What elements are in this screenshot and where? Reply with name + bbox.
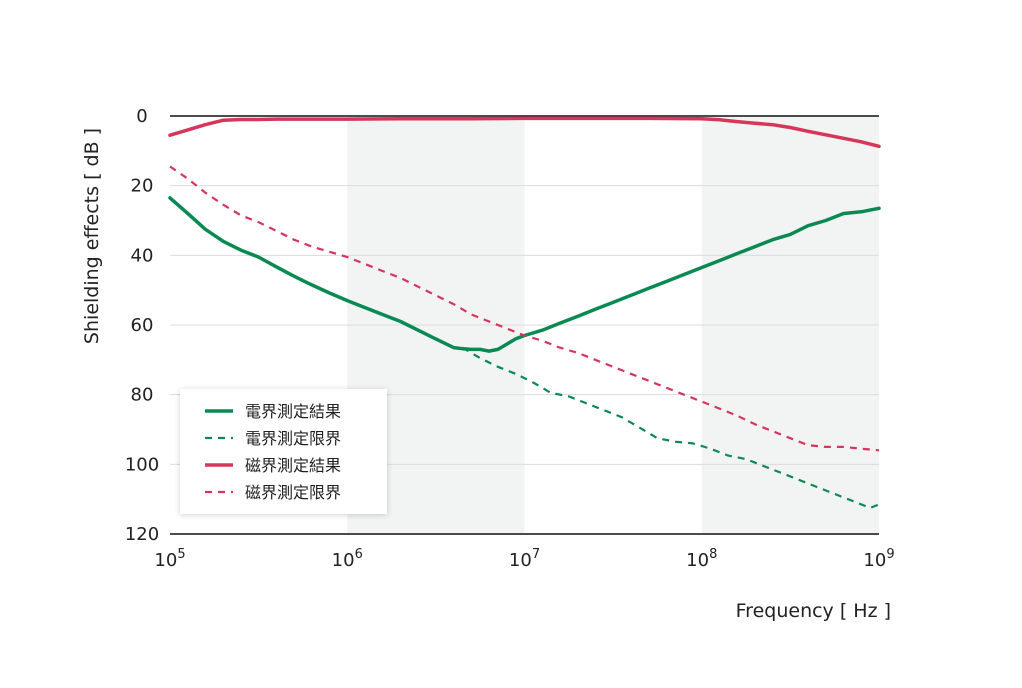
y-axis-label: Shielding effects [ dB ] (81, 128, 103, 344)
y-tick-label: 60 (131, 315, 154, 336)
legend-label-1: 電界測定限界 (245, 429, 341, 448)
x-tick-label: 109 (863, 547, 894, 571)
series-line-2 (168, 116, 881, 149)
y-tick-label: 40 (131, 245, 154, 266)
legend-label-2: 磁界測定結果 (245, 456, 341, 475)
series-line-3 (169, 165, 880, 452)
x-axis-label: Frequency [ Hz ] (736, 600, 891, 622)
y-tick-label: 120 (125, 524, 159, 545)
legend-label-3: 磁界測定限界 (245, 483, 341, 502)
x-tick-label: 105 (154, 547, 185, 571)
series-line-0 (168, 196, 881, 353)
y-tick-labels: 0 20 40 60 80 100 120 (125, 106, 159, 545)
y-tick-label: 20 (131, 176, 154, 197)
x-tick-label: 107 (509, 547, 540, 571)
y-tick-label: 100 (125, 454, 159, 475)
legend-label-0: 電界測定結果 (245, 402, 341, 421)
series-lines (168, 116, 881, 509)
x-tick-label: 106 (332, 547, 363, 571)
y-tick-label: 80 (131, 385, 154, 406)
x-tick-labels: 105 106 107 108 109 (154, 547, 894, 571)
x-tick-label: 108 (686, 547, 717, 571)
series-line-1 (461, 346, 880, 509)
y-tick-label: 0 (136, 106, 147, 127)
